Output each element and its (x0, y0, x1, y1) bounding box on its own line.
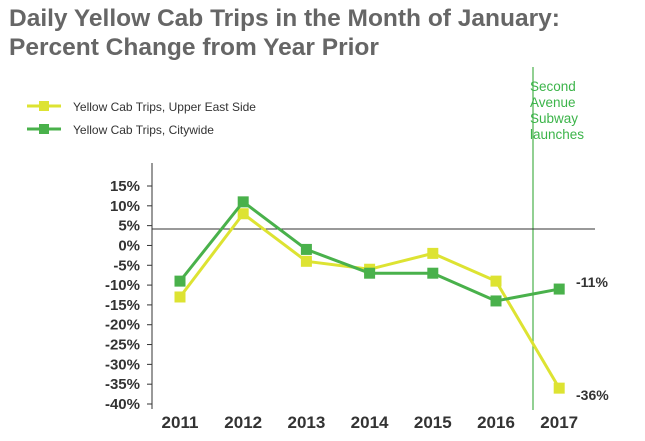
annotation-text-1: Second (530, 79, 576, 94)
y-tick-label: -35% (105, 376, 140, 393)
annotation-text-3: Subway (530, 111, 578, 126)
y-tick-label: -10% (105, 277, 140, 294)
marker-citywide-2017 (553, 283, 565, 295)
y-tick-label: 15% (110, 178, 140, 195)
y-tick-label: 10% (110, 198, 140, 215)
series-citywide (174, 196, 565, 307)
marker-upper-east-side-2011 (174, 291, 186, 303)
marker-citywide-2014 (364, 267, 376, 279)
marker-upper-east-side-2015 (427, 247, 439, 259)
y-tick-label: 0% (118, 237, 140, 254)
legend-marker-upper-east-side (39, 101, 49, 111)
end-label-upper-east-side: -36% (576, 387, 609, 403)
marker-upper-east-side-2013 (300, 255, 312, 267)
title-line-1: Daily Yellow Cab Trips in the Month of J… (9, 5, 560, 32)
marker-upper-east-side-2016 (490, 275, 502, 287)
marker-citywide-2015 (427, 267, 439, 279)
legend: Yellow Cab Trips, Upper East Side Yellow… (27, 100, 256, 137)
y-tick-label: -20% (105, 317, 140, 334)
y-tick-label: -40% (105, 396, 140, 413)
annotation-text-2: Avenue (530, 95, 576, 110)
marker-citywide-2016 (490, 295, 502, 307)
x-tick-label: 2013 (287, 413, 325, 432)
y-tick-label: -5% (113, 257, 140, 274)
marker-citywide-2011 (174, 275, 186, 287)
legend-item-upper-east-side: Yellow Cab Trips, Upper East Side (27, 100, 256, 114)
marker-upper-east-side-2012 (237, 208, 249, 220)
y-tick-label: 5% (118, 218, 140, 235)
x-tick-label: 2016 (477, 413, 515, 432)
x-axis-ticks: 2011 2012 2013 2014 2015 2016 2017 (162, 413, 579, 432)
legend-label-upper-east-side: Yellow Cab Trips, Upper East Side (73, 100, 256, 114)
line-citywide (178, 200, 560, 303)
x-tick-label: 2014 (351, 413, 389, 432)
y-axis-ticks: 15% 10% 5% 0% -5% -10% -15% -20% -25% -30% -35% -40… (105, 178, 152, 413)
x-tick-label: 2011 (162, 413, 199, 432)
y-tick-label: -25% (105, 337, 140, 354)
annotation-text-4: launches (530, 127, 584, 142)
end-label-citywide: -11% (576, 274, 608, 290)
marker-citywide-2013 (300, 243, 312, 255)
x-tick-label: 2017 (540, 413, 578, 432)
y-tick-label: -30% (105, 356, 140, 373)
legend-label-citywide: Yellow Cab Trips, Citywide (73, 123, 214, 137)
chart-title: Daily Yellow Cab Trips in the Month of J… (9, 4, 560, 62)
marker-upper-east-side-2017 (553, 382, 565, 394)
series-upper-east-side (174, 208, 565, 394)
legend-item-citywide: Yellow Cab Trips, Citywide (27, 123, 214, 137)
x-tick-label: 2015 (414, 413, 452, 432)
x-tick-label: 2012 (224, 413, 262, 432)
title-line-2: Percent Change from Year Prior (9, 34, 379, 61)
y-tick-label: -15% (105, 297, 140, 314)
marker-citywide-2012 (237, 196, 249, 208)
subway-annotation: Second Avenue Subway launches (530, 67, 584, 410)
legend-marker-citywide (39, 124, 49, 134)
